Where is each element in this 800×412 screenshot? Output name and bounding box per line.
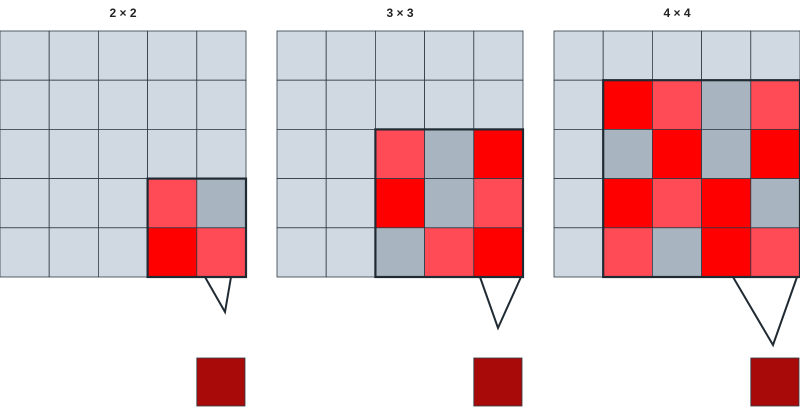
grid-cell <box>147 30 198 81</box>
grid-cell <box>98 79 149 130</box>
grid-cell <box>750 128 800 179</box>
grid-cell <box>276 30 327 81</box>
grid-cell <box>652 79 703 130</box>
grid-cell <box>48 178 99 229</box>
grid-cell <box>750 79 800 130</box>
grid-cell <box>750 178 800 229</box>
grid-cell <box>473 227 524 278</box>
grid-cell <box>98 227 149 278</box>
grid-cell <box>424 227 475 278</box>
grid-cell <box>98 30 149 81</box>
grid-cell <box>48 227 99 278</box>
grid-cell <box>48 79 99 130</box>
panel-title: 4 × 4 <box>663 6 690 20</box>
grid-cell <box>147 79 198 130</box>
grid-cell <box>701 128 752 179</box>
grid-cell <box>0 178 50 229</box>
grid-cell <box>325 178 376 229</box>
grid-cell <box>602 227 653 278</box>
grid-cell <box>374 227 425 278</box>
grid-cell <box>652 30 703 81</box>
grid-cell <box>147 178 198 229</box>
grid-cell <box>652 128 703 179</box>
grid-cell <box>652 178 703 229</box>
grid-cell <box>325 30 376 81</box>
grid-cell <box>48 30 99 81</box>
grid-cell <box>276 178 327 229</box>
grid-cell <box>473 178 524 229</box>
kernel-window <box>374 128 525 279</box>
callout <box>479 276 522 331</box>
grid-cell <box>553 227 604 278</box>
grid-cell <box>0 30 50 81</box>
kernel-window <box>146 177 248 279</box>
kernel-window <box>602 79 800 279</box>
grid-cell <box>374 128 425 179</box>
grid-cell <box>701 79 752 130</box>
grid-cell <box>196 178 247 229</box>
grid-cell <box>374 30 425 81</box>
panel-title: 2 × 2 <box>109 6 136 20</box>
grid-cell <box>473 30 524 81</box>
grid-cell <box>276 227 327 278</box>
grid-cell <box>750 227 800 278</box>
grid-cell <box>325 79 376 130</box>
grid-cell <box>701 178 752 229</box>
grid-cell <box>48 128 99 179</box>
grid-cell <box>750 30 800 81</box>
grid-cell <box>196 30 247 81</box>
grid-cell <box>553 128 604 179</box>
callout <box>732 276 798 348</box>
grid-cell <box>553 30 604 81</box>
output-cell <box>196 357 246 407</box>
grid-cell <box>98 178 149 229</box>
grid-cell <box>147 128 198 179</box>
grid-cell <box>473 79 524 130</box>
grid-cell <box>374 178 425 229</box>
grid-cell <box>602 178 653 229</box>
grid-cell <box>98 128 149 179</box>
grid-cell <box>602 79 653 130</box>
grid-cell <box>196 128 247 179</box>
output-cell <box>750 357 800 407</box>
grid-cell <box>652 227 703 278</box>
grid-cell <box>701 30 752 81</box>
grid-cell <box>424 128 475 179</box>
grid-cell <box>424 79 475 130</box>
callout <box>204 276 232 315</box>
grid-cell <box>147 227 198 278</box>
grid-cell <box>325 227 376 278</box>
grid-cell <box>374 79 425 130</box>
grid-cell <box>424 30 475 81</box>
grid-cell <box>473 128 524 179</box>
grid-cell <box>196 227 247 278</box>
grid-cell <box>602 128 653 179</box>
grid-cell <box>602 30 653 81</box>
grid-cell <box>325 128 376 179</box>
grid-cell <box>0 227 50 278</box>
grid-cell <box>276 128 327 179</box>
grid-cell <box>553 79 604 130</box>
grid-cell <box>196 79 247 130</box>
output-cell <box>473 357 523 407</box>
grid-cell <box>0 128 50 179</box>
grid-cell <box>0 79 50 130</box>
grid-cell <box>276 79 327 130</box>
grid-cell <box>553 178 604 229</box>
grid-cell <box>701 227 752 278</box>
grid-cell <box>424 178 475 229</box>
panel-title: 3 × 3 <box>386 6 413 20</box>
